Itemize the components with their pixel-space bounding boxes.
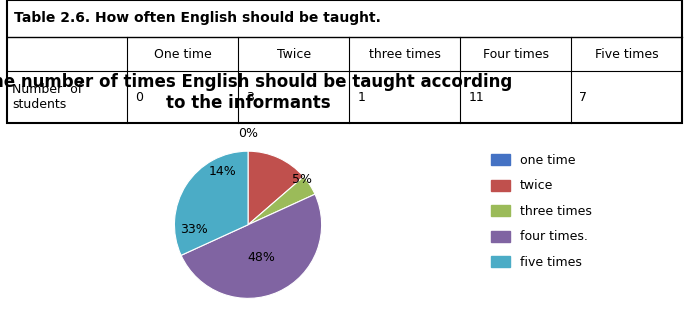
Wedge shape	[174, 151, 248, 255]
Text: 33%: 33%	[181, 222, 208, 236]
Text: 11: 11	[469, 91, 484, 104]
Text: Five times: Five times	[595, 48, 659, 61]
Text: three times: three times	[369, 48, 441, 61]
Text: 5%: 5%	[291, 173, 311, 186]
Text: Number  of
students: Number of students	[12, 83, 83, 111]
Title: the number of times English should be taught according
to the informants: the number of times English should be ta…	[0, 73, 512, 112]
Text: 0%: 0%	[238, 127, 258, 141]
Text: Four times: Four times	[483, 48, 548, 61]
Text: 0: 0	[136, 91, 143, 104]
Text: Twice: Twice	[277, 48, 311, 61]
Wedge shape	[181, 194, 322, 298]
Text: One time: One time	[154, 48, 212, 61]
Wedge shape	[248, 176, 315, 225]
Wedge shape	[248, 151, 304, 225]
Text: 7: 7	[579, 91, 587, 104]
Text: 1: 1	[358, 91, 365, 104]
Text: 48%: 48%	[247, 251, 275, 264]
Legend: one time, twice, three times, four times., five times: one time, twice, three times, four times…	[486, 149, 597, 274]
Text: Table 2.6. How often English should be taught.: Table 2.6. How often English should be t…	[14, 11, 380, 26]
Text: 14%: 14%	[208, 165, 236, 177]
Text: 3: 3	[247, 91, 254, 104]
